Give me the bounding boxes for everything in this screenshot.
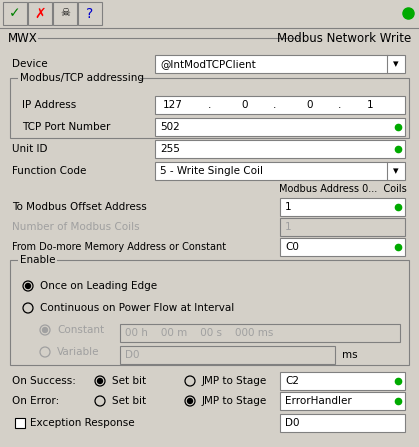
- Bar: [155, 140, 405, 158]
- Text: On Error:: On Error:: [12, 396, 59, 406]
- Text: Constant: Constant: [57, 325, 104, 335]
- Text: ☠: ☠: [60, 8, 70, 18]
- Text: Number of Modbus Coils: Number of Modbus Coils: [12, 222, 140, 232]
- Text: 1: 1: [367, 100, 373, 110]
- Text: ▾: ▾: [393, 59, 399, 69]
- Circle shape: [98, 379, 103, 384]
- Text: 1: 1: [285, 222, 292, 232]
- Bar: [53, 2, 77, 25]
- Circle shape: [42, 328, 47, 333]
- Text: D0: D0: [285, 418, 300, 428]
- Text: Modbus/TCP addressing: Modbus/TCP addressing: [20, 73, 144, 83]
- Bar: [10, 78, 409, 138]
- Text: D0: D0: [125, 350, 140, 360]
- Bar: [280, 414, 405, 432]
- Bar: [78, 2, 102, 25]
- Bar: [0, 28, 419, 48]
- Text: C0: C0: [285, 242, 299, 252]
- Text: 255: 255: [160, 144, 180, 154]
- Circle shape: [26, 283, 31, 288]
- Text: To Modbus Offset Address: To Modbus Offset Address: [12, 202, 147, 212]
- Text: C2: C2: [285, 376, 299, 386]
- Text: MWX: MWX: [8, 31, 38, 45]
- Text: Device: Device: [12, 59, 48, 69]
- Text: Set bit: Set bit: [112, 396, 146, 406]
- Text: 0: 0: [242, 100, 248, 110]
- Bar: [155, 118, 405, 136]
- Text: ✗: ✗: [34, 7, 46, 21]
- Text: TCP Port Number: TCP Port Number: [22, 122, 110, 132]
- Text: .: .: [338, 100, 341, 110]
- Text: ✓: ✓: [9, 7, 21, 21]
- Text: Set bit: Set bit: [112, 376, 146, 386]
- Bar: [10, 260, 409, 365]
- Text: .: .: [208, 100, 212, 110]
- Circle shape: [187, 398, 192, 404]
- Bar: [280, 198, 405, 216]
- Text: 127: 127: [163, 100, 183, 110]
- Text: IP Address: IP Address: [22, 100, 76, 110]
- Text: Function Code: Function Code: [12, 166, 86, 176]
- Text: JMP to Stage: JMP to Stage: [202, 376, 267, 386]
- Bar: [3, 2, 27, 25]
- Text: Continuous on Power Flow at Interval: Continuous on Power Flow at Interval: [40, 303, 234, 313]
- Text: 0: 0: [307, 100, 313, 110]
- Bar: [280, 238, 405, 256]
- Text: Variable: Variable: [57, 347, 99, 357]
- Bar: [18, 254, 57, 266]
- Bar: [280, 392, 405, 410]
- Text: .: .: [273, 100, 277, 110]
- Bar: [120, 324, 400, 342]
- Bar: [280, 372, 405, 390]
- Text: 5 - Write Single Coil: 5 - Write Single Coil: [160, 166, 263, 176]
- Text: ErrorHandler: ErrorHandler: [285, 396, 352, 406]
- Bar: [15, 418, 25, 428]
- Text: 1: 1: [285, 202, 292, 212]
- Bar: [155, 55, 405, 73]
- Text: ms: ms: [342, 350, 358, 360]
- Text: Exception Response: Exception Response: [30, 418, 134, 428]
- Text: 00 h    00 m    00 s    000 ms: 00 h 00 m 00 s 000 ms: [125, 328, 273, 338]
- Text: Unit ID: Unit ID: [12, 144, 47, 154]
- Text: Once on Leading Edge: Once on Leading Edge: [40, 281, 157, 291]
- Text: 502: 502: [160, 122, 180, 132]
- Text: ▾: ▾: [393, 166, 399, 176]
- Text: ?: ?: [86, 7, 93, 21]
- Bar: [0, 0, 419, 28]
- Bar: [18, 72, 140, 84]
- Text: On Success:: On Success:: [12, 376, 76, 386]
- Text: Modbus Address 0...  Coils: Modbus Address 0... Coils: [279, 184, 407, 194]
- Text: Enable: Enable: [20, 255, 55, 265]
- Bar: [155, 96, 405, 114]
- Bar: [120, 346, 335, 364]
- Bar: [155, 162, 405, 180]
- Text: Modbus Network Write: Modbus Network Write: [277, 31, 411, 45]
- Text: @IntModTCPClient: @IntModTCPClient: [160, 59, 256, 69]
- Text: JMP to Stage: JMP to Stage: [202, 396, 267, 406]
- Bar: [280, 218, 405, 236]
- Text: From Do-more Memory Address or Constant: From Do-more Memory Address or Constant: [12, 242, 226, 252]
- Bar: [28, 2, 52, 25]
